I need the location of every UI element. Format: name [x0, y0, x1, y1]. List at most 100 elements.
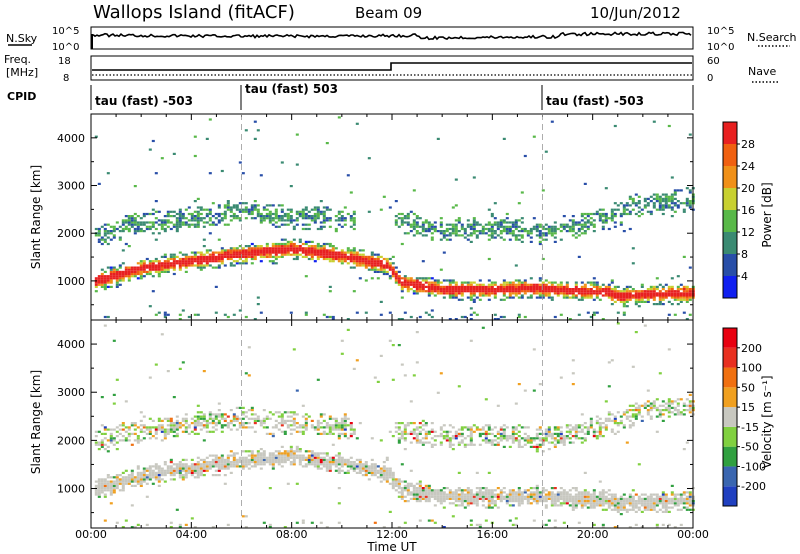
heatmap-cell — [226, 249, 230, 252]
heatmap-cell — [532, 290, 536, 293]
heatmap-cell — [172, 255, 176, 258]
heatmap-cell — [271, 245, 275, 248]
heatmap-cell — [379, 300, 383, 303]
heatmap-cell — [304, 217, 308, 220]
heatmap-cell — [166, 266, 170, 269]
heatmap-cell — [301, 208, 305, 211]
heatmap-cell — [328, 315, 332, 319]
heatmap-cell — [187, 264, 191, 267]
heatmap-cell — [685, 296, 689, 299]
heatmap-cell — [547, 441, 551, 444]
heatmap-cell — [214, 454, 218, 457]
heatmap-cell — [577, 491, 581, 494]
heatmap-cell — [295, 426, 299, 429]
heatmap-cell — [664, 296, 668, 299]
heatmap-cell — [493, 283, 497, 286]
heatmap-cell — [505, 495, 509, 498]
heatmap-cell — [565, 296, 569, 299]
heatmap-cell — [340, 251, 344, 254]
heatmap-cell — [463, 500, 467, 503]
heatmap-cell — [433, 491, 437, 494]
heatmap-cell — [514, 236, 518, 239]
heatmap-cell — [307, 217, 311, 220]
heatmap-cell — [592, 230, 596, 233]
heatmap-cell — [229, 461, 233, 464]
heatmap-cell — [304, 426, 308, 429]
heatmap-cell — [202, 439, 206, 442]
heatmap-cell — [574, 236, 578, 239]
heatmap-cell — [355, 122, 359, 125]
heatmap-cell — [355, 262, 359, 265]
heatmap-cell — [526, 234, 530, 237]
heatmap-cell — [514, 523, 518, 526]
heatmap-cell — [520, 236, 524, 239]
heatmap-cell — [688, 495, 692, 498]
heatmap-cell — [664, 202, 668, 205]
colorbar-swatch — [723, 188, 737, 210]
heatmap-cell — [241, 450, 245, 453]
heatmap-cell — [130, 526, 134, 529]
heatmap-cell — [328, 417, 332, 420]
heatmap-cell — [439, 238, 443, 241]
heatmap-cell — [109, 437, 113, 440]
heatmap-cell — [430, 491, 434, 494]
heatmap-cell — [310, 253, 314, 256]
heatmap-cell — [370, 251, 374, 254]
heatmap-cell — [379, 268, 383, 271]
heatmap-cell — [139, 411, 143, 414]
heatmap-cell — [601, 294, 605, 297]
heatmap-cell — [280, 161, 284, 164]
heatmap-cell — [574, 489, 578, 492]
heatmap-cell — [148, 471, 152, 474]
heatmap-cell — [214, 285, 218, 288]
heatmap-cell — [286, 424, 290, 427]
heatmap-cell — [325, 463, 329, 466]
heatmap-cell — [190, 260, 194, 263]
heatmap-cell — [430, 227, 434, 231]
heatmap-cell — [208, 172, 212, 175]
heatmap-cell — [286, 426, 290, 429]
heatmap-cell — [328, 415, 332, 418]
heatmap-cell — [292, 450, 296, 453]
heatmap-cell — [508, 285, 512, 288]
heatmap-cell — [304, 215, 308, 218]
heatmap-cell — [169, 478, 173, 481]
heatmap-cell — [487, 283, 491, 286]
heatmap-cell — [613, 495, 617, 498]
heatmap-cell — [538, 437, 542, 440]
heatmap-cell — [148, 266, 152, 269]
heatmap-cell — [259, 245, 263, 248]
heatmap-cell — [286, 454, 290, 457]
heatmap-cell — [508, 491, 512, 494]
heatmap-cell — [202, 461, 206, 464]
heatmap-cell — [163, 215, 167, 218]
heatmap-cell — [154, 313, 158, 316]
heatmap-cell — [592, 281, 596, 284]
heatmap-cell — [292, 452, 296, 455]
heatmap-cell — [613, 288, 617, 291]
heatmap-cell — [109, 270, 113, 273]
heatmap-cell — [115, 277, 119, 280]
heatmap-cell — [577, 221, 581, 224]
heatmap-cell — [238, 219, 242, 222]
heatmap-cell — [532, 217, 536, 220]
heatmap-cell — [349, 465, 353, 468]
heatmap-cell — [532, 227, 536, 231]
heatmap-cell — [340, 249, 344, 252]
heatmap-cell — [199, 262, 203, 265]
heatmap-cell — [160, 424, 164, 427]
heatmap-cell — [334, 219, 338, 222]
heatmap-cell — [247, 463, 251, 466]
heatmap-cell — [361, 249, 365, 252]
heatmap-cell — [544, 223, 548, 226]
heatmap-cell — [178, 217, 182, 220]
heatmap-cell — [601, 502, 605, 505]
heatmap-cell — [169, 210, 173, 213]
heatmap-cell — [220, 430, 224, 433]
heatmap-cell — [256, 129, 260, 132]
heatmap-cell — [619, 500, 623, 503]
heatmap-cell — [574, 504, 578, 507]
heatmap-cell — [151, 435, 155, 438]
heatmap-cell — [286, 247, 290, 250]
heatmap-cell — [661, 419, 665, 422]
